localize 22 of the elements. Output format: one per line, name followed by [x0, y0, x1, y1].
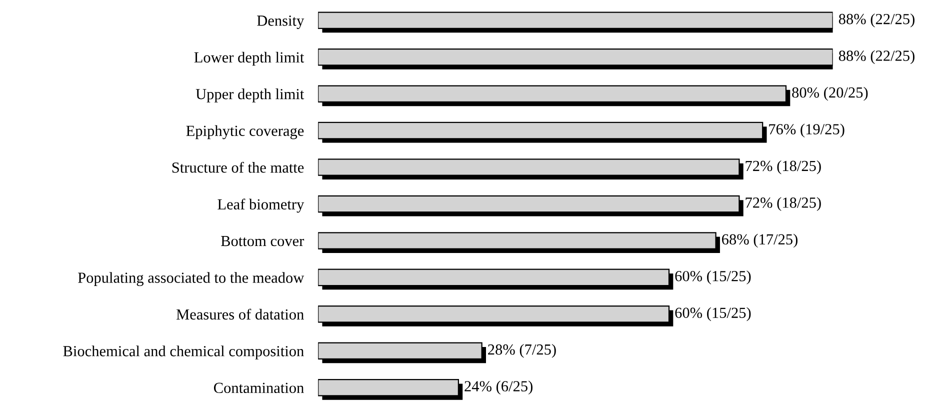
y-tick-label: Biochemical and chemical composition: [63, 346, 304, 360]
data-label: 76% (19/25): [769, 124, 844, 138]
data-label: 72% (18/25): [746, 160, 821, 174]
data-label: 80% (20/25): [792, 86, 868, 101]
data-label: 72% (18/25): [746, 197, 821, 211]
data-label: 68% (17/25): [722, 234, 798, 248]
y-tick-label: Density: [257, 16, 304, 29]
data-label: 24% (6/25): [464, 380, 532, 395]
y-tick-label: Epiphytic coverage: [186, 125, 304, 140]
y-tick-label: Leaf biometry: [218, 198, 304, 213]
y-tick-label: Bottom cover: [221, 236, 304, 246]
data-label: 28% (7/25): [488, 344, 556, 358]
data-label: 88% (22/25): [838, 13, 914, 28]
data-label: 88% (22/25): [838, 50, 914, 64]
y-tick-label: Structure of the matte: [172, 162, 304, 173]
y-tick-label: Populating associated to the meadow: [78, 272, 304, 286]
data-label: 60% (15/25): [675, 270, 751, 284]
y-tick-label: Lower depth limit: [194, 52, 304, 66]
y-tick-label: Measures of datation: [176, 308, 304, 320]
y-tick-label: Upper depth limit: [196, 88, 304, 102]
data-label: 60% (15/25): [675, 307, 751, 322]
y-tick-label: Contamination: [214, 382, 304, 394]
